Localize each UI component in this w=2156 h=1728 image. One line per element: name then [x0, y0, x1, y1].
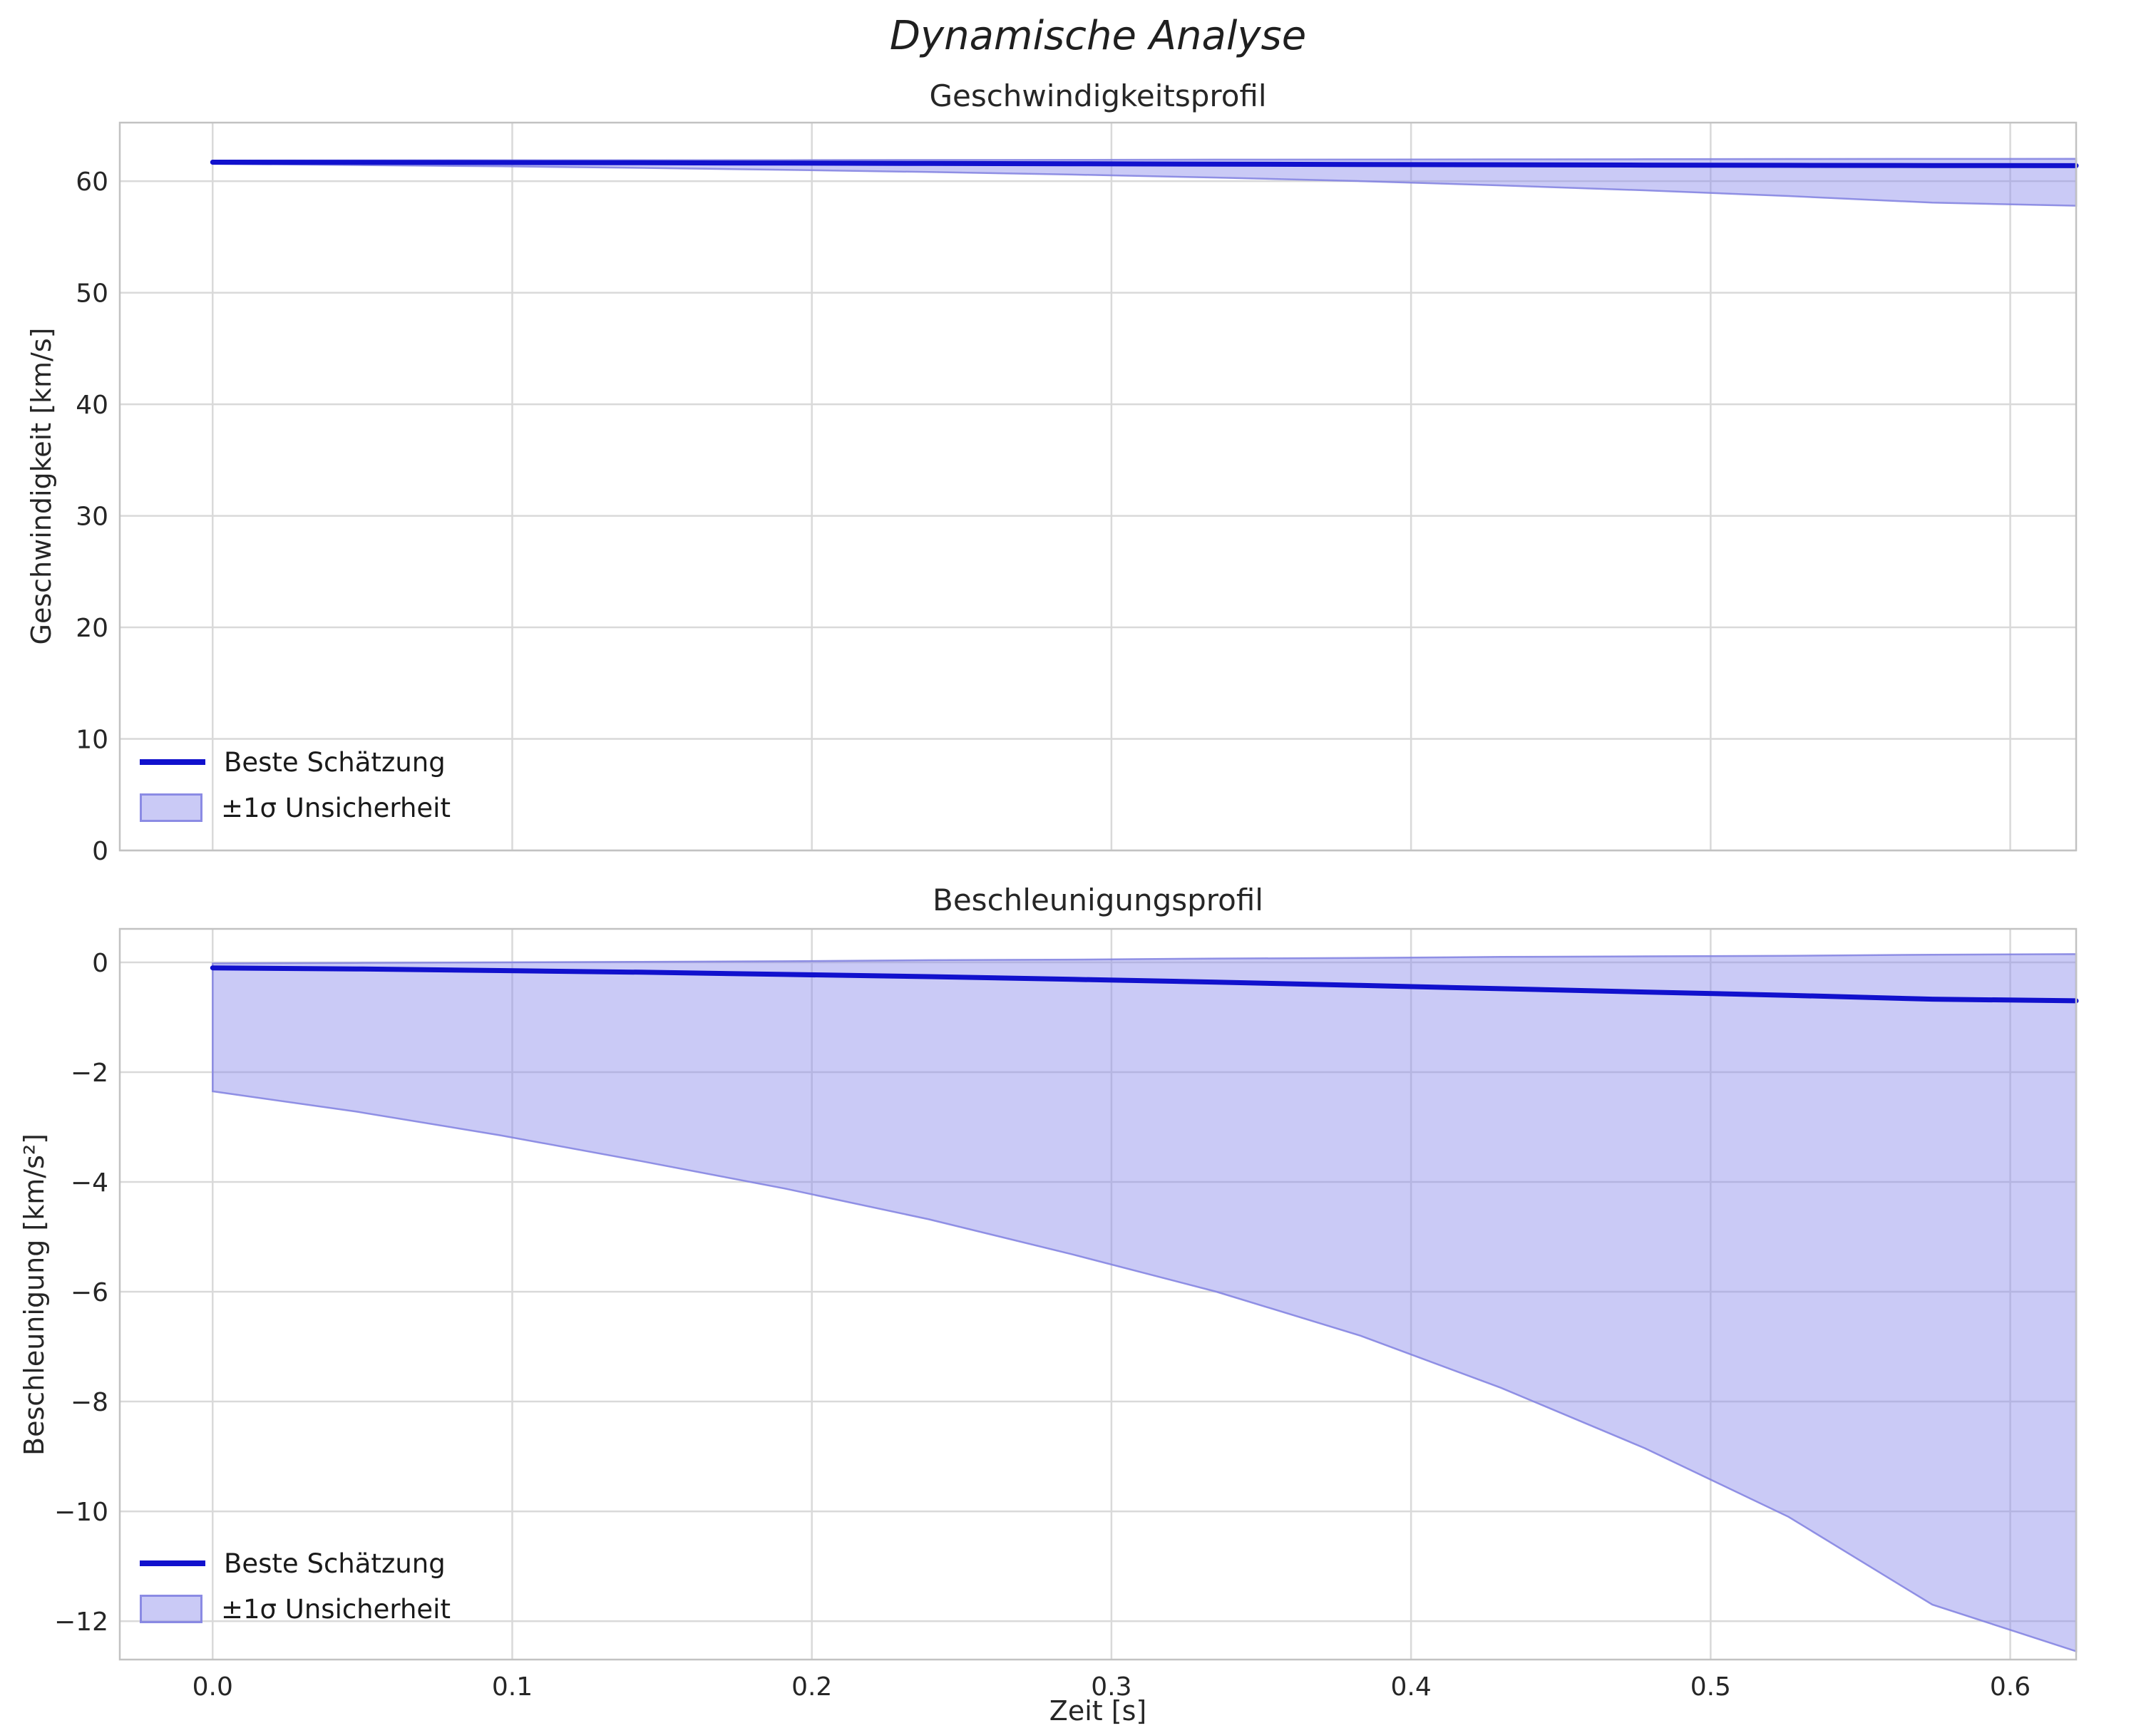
- velocity-y-axis-label: Geschwindigkeit [km/s]: [26, 327, 57, 645]
- legend-item-uncertainty: ±1σ Unsicherheit: [140, 1590, 451, 1628]
- svg-text:−6: −6: [71, 1278, 108, 1307]
- svg-text:−10: −10: [54, 1498, 108, 1527]
- velocity-plot-title: Geschwindigkeitsprofil: [929, 78, 1267, 113]
- velocity-grid: [120, 123, 2076, 852]
- svg-text:0.4: 0.4: [1390, 1672, 1431, 1702]
- legend-label-uncertainty: ±1σ Unsicherheit: [221, 792, 451, 823]
- acceleration-uncertainty-band: [212, 953, 2078, 1653]
- acceleration-plot: 0 −2 −4 −6 −8 −10 −12 0.0 0.1 0.2 0.3 0.4 0.5 0.6: [54, 927, 2079, 1702]
- svg-text:0.3: 0.3: [1091, 1672, 1131, 1702]
- acceleration-grid: [120, 929, 2076, 1660]
- velocity-y-tick-labels: 0 10 20 30 40 50 60: [76, 168, 108, 866]
- svg-text:0.2: 0.2: [791, 1672, 832, 1702]
- legend-label-best-estimate: Beste Schätzung: [224, 746, 446, 778]
- band-swatch-icon: [140, 1595, 202, 1623]
- acceleration-plot-title: Beschleunigungsprofil: [933, 883, 1263, 917]
- legend-label-uncertainty: ±1σ Unsicherheit: [221, 1593, 451, 1625]
- x-axis-label: Zeit [s]: [1049, 1695, 1147, 1727]
- line-swatch-icon: [140, 1560, 205, 1566]
- svg-text:10: 10: [76, 726, 108, 755]
- svg-text:0: 0: [92, 837, 108, 866]
- line-swatch-icon: [140, 759, 205, 765]
- acceleration-y-tick-labels: 0 −2 −4 −6 −8 −10 −12: [54, 949, 108, 1637]
- svg-text:60: 60: [76, 168, 108, 197]
- velocity-best-estimate-line: [210, 160, 2079, 168]
- velocity-legend: Beste Schätzung ±1σ Unsicherheit: [140, 743, 451, 827]
- velocity-plot: 0 10 20 30 40 50 60: [76, 121, 2079, 866]
- svg-text:−8: −8: [71, 1388, 108, 1417]
- velocity-axes-frame: [118, 121, 2078, 852]
- legend-item-uncertainty: ±1σ Unsicherheit: [140, 788, 451, 827]
- svg-text:−2: −2: [71, 1059, 108, 1088]
- svg-text:20: 20: [76, 614, 108, 643]
- svg-text:−12: −12: [54, 1608, 108, 1637]
- acceleration-legend: Beste Schätzung ±1σ Unsicherheit: [140, 1544, 451, 1628]
- acceleration-x-tick-labels: 0.0 0.1 0.2 0.3 0.4 0.5 0.6: [192, 1672, 2031, 1702]
- svg-text:−4: −4: [71, 1168, 108, 1198]
- svg-text:40: 40: [76, 391, 108, 420]
- figure-title: Dynamische Analyse: [889, 13, 1307, 59]
- svg-text:0: 0: [92, 949, 108, 978]
- svg-text:0.1: 0.1: [492, 1672, 533, 1702]
- legend-label-best-estimate: Beste Schätzung: [224, 1548, 446, 1579]
- svg-text:0.5: 0.5: [1690, 1672, 1731, 1702]
- acceleration-best-estimate-line: [210, 965, 2079, 1004]
- acceleration-axes-frame: [118, 927, 2078, 1661]
- svg-text:0.6: 0.6: [1990, 1672, 2031, 1702]
- legend-item-best-estimate: Beste Schätzung: [140, 1544, 451, 1583]
- legend-item-best-estimate: Beste Schätzung: [140, 743, 451, 781]
- svg-text:50: 50: [76, 279, 108, 309]
- svg-text:30: 30: [76, 503, 108, 532]
- acceleration-y-axis-label: Beschleunigung [km/s²]: [19, 1133, 50, 1456]
- band-swatch-icon: [140, 793, 202, 822]
- svg-text:0.0: 0.0: [192, 1672, 233, 1702]
